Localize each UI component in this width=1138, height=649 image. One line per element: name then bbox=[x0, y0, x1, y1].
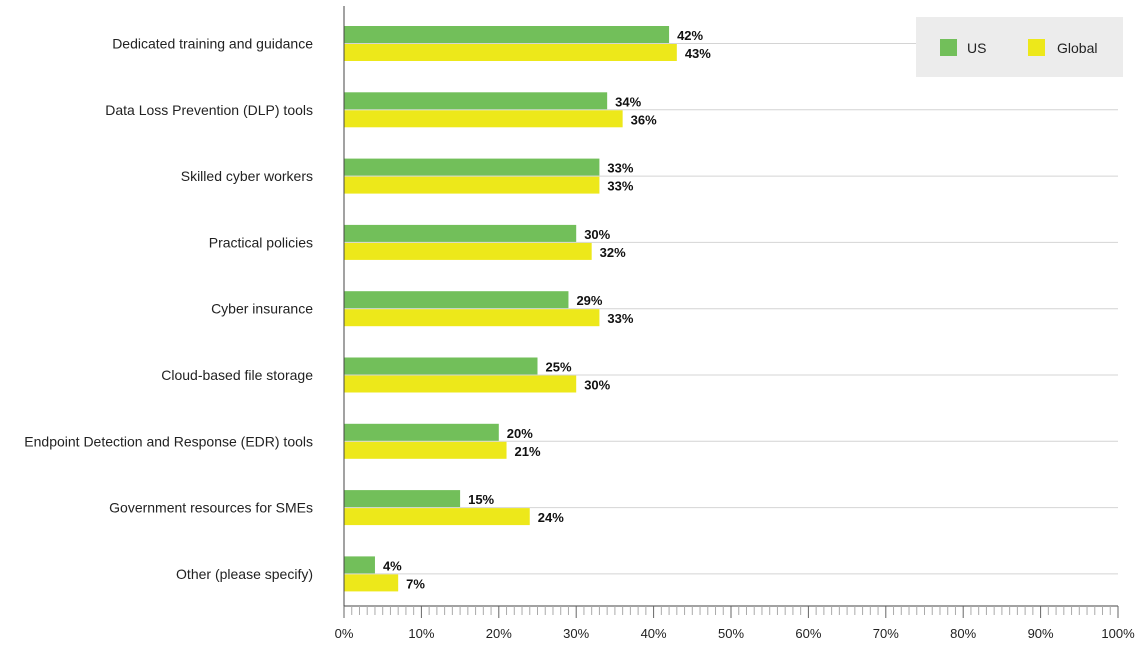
x-tick-label: 90% bbox=[1028, 626, 1054, 641]
category-label: Dedicated training and guidance bbox=[112, 36, 313, 52]
data-label: 33% bbox=[607, 161, 633, 176]
bar-us bbox=[344, 423, 499, 441]
x-tick-label: 100% bbox=[1101, 626, 1135, 641]
data-label: 24% bbox=[538, 510, 564, 525]
x-tick-label: 80% bbox=[950, 626, 976, 641]
x-tick-label: 0% bbox=[335, 626, 354, 641]
x-tick-label: 40% bbox=[641, 626, 667, 641]
x-tick-label: 70% bbox=[873, 626, 899, 641]
category-label: Government resources for SMEs bbox=[109, 500, 313, 516]
data-label: 21% bbox=[515, 444, 541, 459]
axes: 0% 10% 20% 30% 40% 50% 60% 70% 80% 90% 100% bbox=[335, 6, 1135, 641]
category-label: Cyber insurance bbox=[211, 301, 313, 317]
category-label: Other (please specify) bbox=[176, 566, 313, 582]
bar-global bbox=[344, 242, 592, 260]
legend-label-global: Global bbox=[1057, 40, 1097, 56]
legend: US Global bbox=[916, 17, 1123, 77]
category-label: Skilled cyber workers bbox=[181, 168, 313, 184]
bar-us bbox=[344, 556, 375, 574]
data-labels: 42% 43% 34% 36% 33% 33% 30% 32% 29% 33% 25% 30% 20% 2… bbox=[383, 28, 711, 591]
category-label: Endpoint Detection and Response (EDR) to… bbox=[24, 433, 313, 449]
data-label: 15% bbox=[468, 492, 494, 507]
bar-global bbox=[344, 508, 530, 526]
bars bbox=[344, 26, 677, 592]
bar-us bbox=[344, 158, 600, 176]
x-tick-label: 30% bbox=[563, 626, 589, 641]
data-label: 4% bbox=[383, 558, 402, 573]
legend-label-us: US bbox=[967, 40, 986, 56]
data-label: 34% bbox=[615, 94, 641, 109]
bar-us bbox=[344, 291, 569, 309]
data-label: 33% bbox=[607, 311, 633, 326]
data-label: 36% bbox=[631, 112, 657, 127]
bar-global bbox=[344, 309, 600, 327]
category-label: Cloud-based file storage bbox=[161, 367, 313, 383]
bar-global bbox=[344, 176, 600, 194]
data-label: 42% bbox=[677, 28, 703, 43]
data-label: 30% bbox=[584, 227, 610, 242]
bar-global bbox=[344, 110, 623, 128]
data-label: 29% bbox=[576, 293, 602, 308]
x-tick-label: 50% bbox=[718, 626, 744, 641]
bar-global bbox=[344, 574, 399, 592]
gridlines bbox=[344, 43, 1118, 575]
data-label: 32% bbox=[600, 245, 626, 260]
bar-us bbox=[344, 224, 577, 242]
legend-swatch-us bbox=[940, 39, 957, 56]
category-labels: Dedicated training and guidance Data Loss… bbox=[24, 36, 313, 582]
data-label: 43% bbox=[685, 46, 711, 61]
legend-swatch-global bbox=[1028, 39, 1045, 56]
category-label: Practical policies bbox=[209, 234, 313, 250]
bar-us bbox=[344, 490, 461, 508]
bar-global bbox=[344, 375, 577, 393]
bar-global bbox=[344, 441, 507, 459]
data-label: 30% bbox=[584, 378, 610, 393]
x-tick-label: 60% bbox=[795, 626, 821, 641]
data-label: 7% bbox=[406, 576, 425, 591]
data-label: 33% bbox=[607, 179, 633, 194]
data-label: 20% bbox=[507, 426, 533, 441]
x-tick-label: 10% bbox=[408, 626, 434, 641]
data-label: 25% bbox=[546, 360, 572, 375]
bar-global bbox=[344, 44, 677, 61]
x-tick-label: 20% bbox=[486, 626, 512, 641]
bar-us bbox=[344, 26, 670, 43]
bar-us bbox=[344, 92, 608, 110]
category-label: Data Loss Prevention (DLP) tools bbox=[105, 102, 313, 118]
bar-us bbox=[344, 357, 538, 375]
